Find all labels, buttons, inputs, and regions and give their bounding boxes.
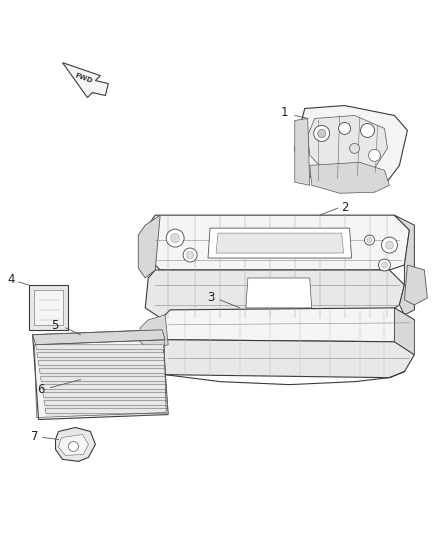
Polygon shape: [38, 361, 165, 366]
Polygon shape: [34, 290, 64, 325]
Polygon shape: [138, 315, 168, 350]
Polygon shape: [63, 63, 108, 98]
Polygon shape: [152, 308, 414, 342]
Polygon shape: [395, 308, 414, 355]
Circle shape: [364, 235, 374, 245]
Circle shape: [381, 262, 388, 268]
Polygon shape: [216, 233, 343, 253]
Polygon shape: [145, 215, 410, 270]
Circle shape: [318, 130, 326, 138]
Polygon shape: [56, 427, 95, 462]
Circle shape: [183, 248, 197, 262]
Circle shape: [171, 233, 180, 243]
Circle shape: [339, 123, 350, 134]
Circle shape: [314, 125, 330, 141]
Polygon shape: [208, 228, 352, 258]
Polygon shape: [42, 385, 167, 390]
Polygon shape: [295, 118, 310, 185]
Polygon shape: [295, 106, 407, 190]
Text: 3: 3: [208, 292, 215, 304]
Circle shape: [68, 441, 78, 451]
Polygon shape: [28, 285, 68, 330]
Polygon shape: [138, 215, 160, 278]
Polygon shape: [45, 409, 168, 414]
Circle shape: [378, 259, 390, 271]
Polygon shape: [404, 265, 427, 305]
Polygon shape: [148, 340, 414, 378]
Circle shape: [166, 229, 184, 247]
Text: FWD: FWD: [74, 72, 93, 85]
Circle shape: [350, 143, 360, 154]
Polygon shape: [40, 377, 166, 382]
Polygon shape: [35, 345, 164, 350]
Polygon shape: [308, 116, 388, 175]
Circle shape: [385, 241, 393, 249]
Text: 6: 6: [37, 383, 45, 396]
Circle shape: [368, 149, 381, 161]
Text: 4: 4: [7, 273, 14, 286]
Polygon shape: [44, 401, 168, 406]
Polygon shape: [43, 393, 167, 398]
Polygon shape: [37, 353, 165, 358]
Circle shape: [360, 124, 374, 138]
Text: 7: 7: [31, 430, 39, 443]
Circle shape: [187, 252, 194, 259]
Polygon shape: [145, 270, 404, 318]
Polygon shape: [59, 434, 88, 455]
Circle shape: [381, 237, 397, 253]
Polygon shape: [32, 330, 168, 419]
Polygon shape: [246, 278, 312, 308]
Circle shape: [367, 238, 372, 243]
Polygon shape: [310, 163, 389, 193]
Polygon shape: [32, 330, 165, 345]
Polygon shape: [39, 369, 166, 374]
Text: 1: 1: [280, 106, 288, 119]
Polygon shape: [395, 215, 414, 315]
Text: 2: 2: [342, 201, 349, 214]
Text: 5: 5: [51, 319, 59, 332]
